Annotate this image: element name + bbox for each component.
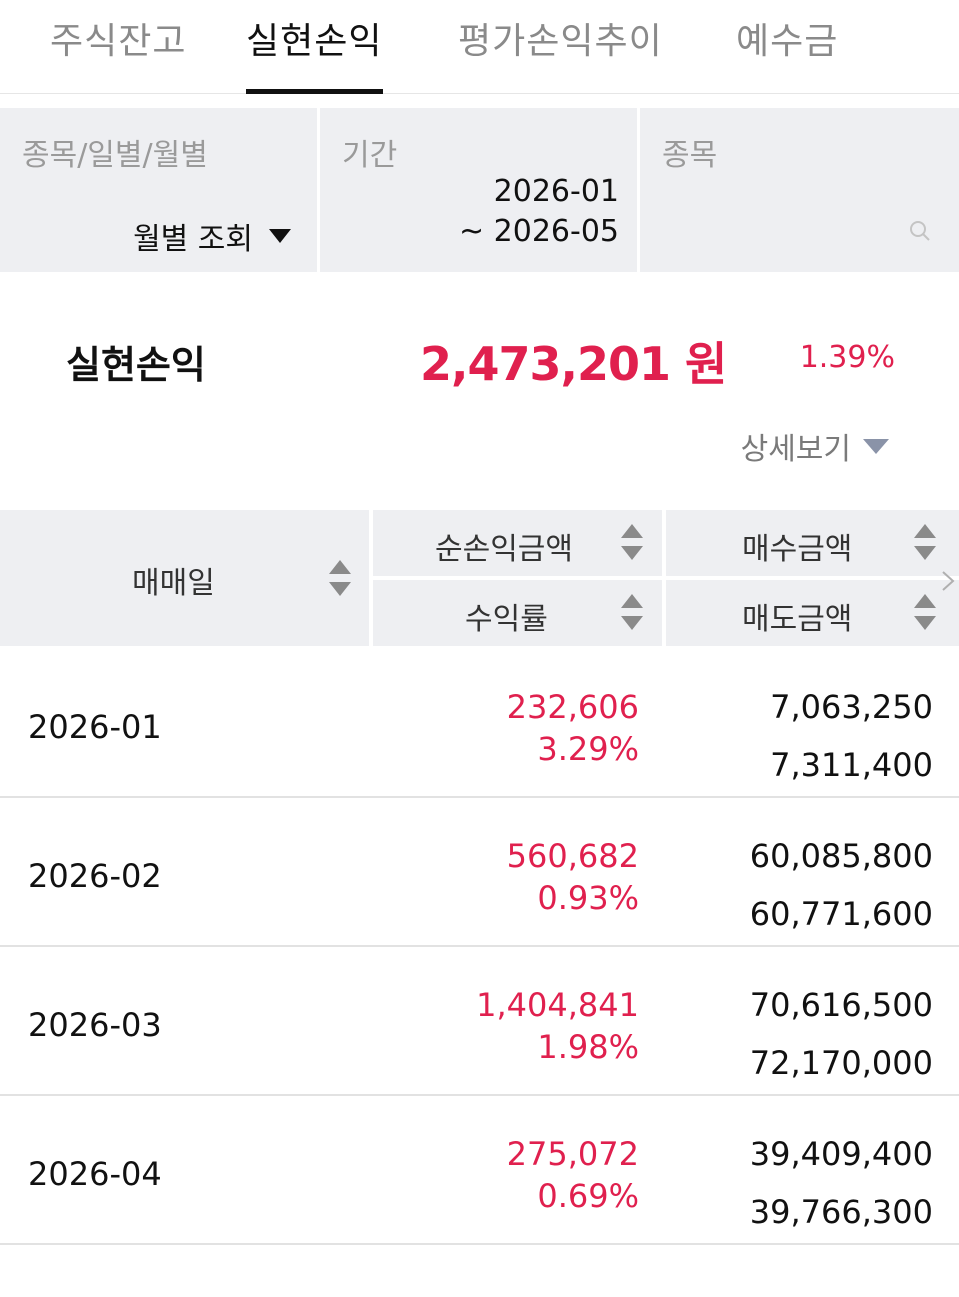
chevron-down-icon xyxy=(863,438,889,454)
period-from: 2026-01 xyxy=(493,174,619,209)
tab-deposit[interactable]: 예수금 xyxy=(736,21,839,62)
summary-rate: 1.39% xyxy=(799,340,895,375)
tab-bar: 주식잔고 실현손익 평가손익추이 예수금 xyxy=(0,0,959,94)
tab-stock-balance[interactable]: 주식잔고 xyxy=(50,21,187,62)
view-filter[interactable]: 종목/일별/월별 월별 조회 xyxy=(0,108,317,272)
table-row[interactable]: 2026-03 1,404,841 1.98% 70,616,500 72,17… xyxy=(0,948,959,1096)
row-buy-amount: 60,085,800 xyxy=(749,837,933,875)
detail-toggle[interactable]: 상세보기 xyxy=(741,424,889,468)
period-filter[interactable]: 기간 2026-01 ~ 2026-05 xyxy=(320,108,637,272)
view-filter-label: 종목/일별/월별 xyxy=(22,138,208,173)
row-buy-amount: 7,063,250 xyxy=(770,688,933,726)
sort-icon xyxy=(621,594,643,634)
tab-realized-pnl[interactable]: 실현손익 xyxy=(246,21,383,62)
active-tab-indicator xyxy=(246,89,383,94)
header-buy-amount-label: 매수금액 xyxy=(742,532,853,567)
header-date-label: 매매일 xyxy=(132,566,215,601)
summary-amount: 2,473,201 원 xyxy=(420,337,727,391)
row-date: 2026-04 xyxy=(28,1155,162,1193)
stock-filter[interactable]: 종목 xyxy=(640,108,959,272)
header-buy-amount[interactable]: 매수금액 xyxy=(666,510,959,576)
row-net-profit: 275,072 xyxy=(506,1135,639,1173)
row-return-rate: 0.93% xyxy=(537,879,639,917)
tab-valuation-trend[interactable]: 평가손익추이 xyxy=(458,21,663,62)
header-net-profit-label: 순손익금액 xyxy=(435,532,573,567)
header-sell-amount[interactable]: 매도금액 xyxy=(666,580,959,646)
row-sell-amount: 39,766,300 xyxy=(749,1193,933,1231)
row-date: 2026-03 xyxy=(28,1006,162,1044)
row-buy-amount: 70,616,500 xyxy=(749,986,933,1024)
row-return-rate: 0.69% xyxy=(537,1177,639,1215)
period-to: ~ 2026-05 xyxy=(458,214,619,249)
detail-toggle-label: 상세보기 xyxy=(740,432,851,467)
row-return-rate: 1.98% xyxy=(537,1028,639,1066)
row-date: 2026-02 xyxy=(28,857,162,895)
sort-icon xyxy=(914,594,936,634)
sort-icon xyxy=(621,524,643,564)
row-net-profit: 1,404,841 xyxy=(476,986,639,1024)
row-sell-amount: 60,771,600 xyxy=(749,895,933,933)
summary-label: 실현손익 xyxy=(66,343,206,387)
header-date[interactable]: 매매일 xyxy=(0,510,369,646)
period-filter-label: 기간 xyxy=(342,138,398,173)
chevron-right-icon[interactable] xyxy=(941,570,955,592)
caret-down-icon xyxy=(269,229,291,243)
search-icon[interactable] xyxy=(909,220,931,242)
sort-icon xyxy=(329,560,351,600)
table-row[interactable]: 2026-04 275,072 0.69% 39,409,400 39,766,… xyxy=(0,1097,959,1245)
table-row[interactable]: 2026-01 232,606 3.29% 7,063,250 7,311,40… xyxy=(0,650,959,798)
row-sell-amount: 72,170,000 xyxy=(749,1044,933,1082)
stock-filter-label: 종목 xyxy=(662,138,718,173)
header-return-rate-label: 수익률 xyxy=(465,602,548,637)
row-sell-amount: 7,311,400 xyxy=(770,746,933,784)
row-return-rate: 3.29% xyxy=(537,730,639,768)
row-buy-amount: 39,409,400 xyxy=(749,1135,933,1173)
row-net-profit: 560,682 xyxy=(506,837,639,875)
view-select[interactable]: 월별 조회 xyxy=(133,214,291,258)
header-sell-amount-label: 매도금액 xyxy=(742,602,853,637)
row-net-profit: 232,606 xyxy=(506,688,639,726)
sort-icon xyxy=(914,524,936,564)
header-return-rate[interactable]: 수익률 xyxy=(373,580,662,646)
view-select-value: 월별 조회 xyxy=(133,222,253,257)
header-net-profit[interactable]: 순손익금액 xyxy=(373,510,662,576)
table-row[interactable]: 2026-02 560,682 0.93% 60,085,800 60,771,… xyxy=(0,799,959,947)
row-date: 2026-01 xyxy=(28,708,162,746)
